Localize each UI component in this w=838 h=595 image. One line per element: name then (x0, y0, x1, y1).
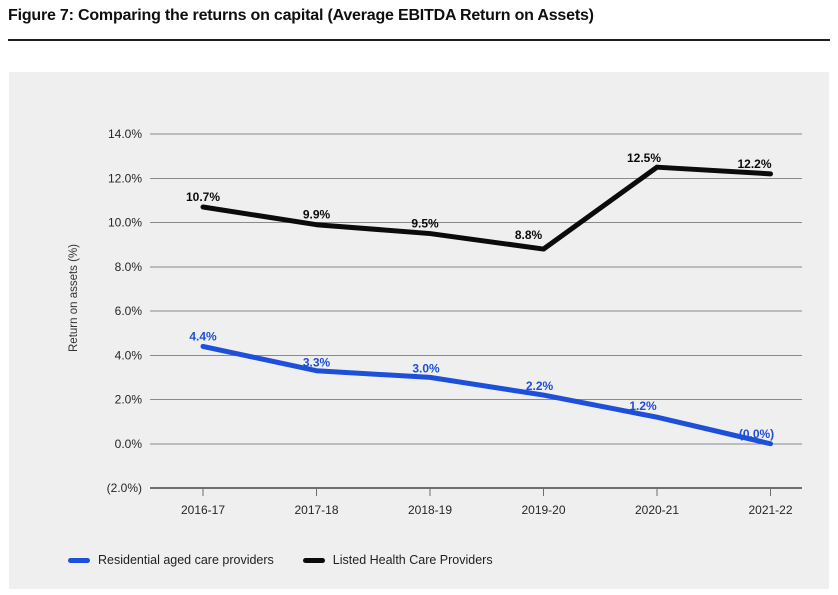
legend-label-residential: Residential aged care providers (98, 553, 274, 567)
data-label-residential: 3.0% (412, 361, 440, 375)
x-tick-label: 2021-22 (748, 503, 792, 517)
y-tick-label: (2.0%) (107, 481, 142, 495)
title-divider (8, 39, 830, 41)
data-label-listed: 10.7% (186, 190, 220, 204)
y-axis-title: Return on assets (%) (68, 243, 80, 353)
legend-item-listed: Listed Health Care Providers (302, 553, 493, 567)
y-tick-label: 6.0% (115, 304, 143, 318)
data-label-listed: 12.5% (627, 151, 661, 165)
series-line-listed (200, 164, 773, 252)
data-label-residential: (0.0%) (739, 427, 774, 441)
data-label-residential: 2.2% (526, 379, 554, 393)
data-label-listed: 9.9% (303, 208, 331, 222)
x-tick-label: 2018-19 (408, 503, 452, 517)
y-tick-label: 14.0% (108, 127, 142, 141)
y-tick-label: 2.0% (115, 393, 143, 407)
legend-swatch-residential-icon (68, 557, 90, 563)
legend-label-listed: Listed Health Care Providers (332, 553, 493, 567)
data-label-residential: 4.4% (189, 329, 217, 343)
legend-swatch-listed-icon (302, 557, 325, 563)
x-tick-label: 2020-21 (635, 503, 679, 517)
y-tick-label: 12.0% (108, 171, 142, 185)
y-tick-label: 0.0% (115, 437, 143, 451)
data-label-listed: 9.5% (411, 217, 439, 231)
legend: Residential aged care providers Listed H… (68, 553, 493, 567)
data-label-residential: 3.3% (303, 356, 331, 370)
x-tick-label: 2016-17 (181, 503, 225, 517)
x-tick-label: 2019-20 (521, 503, 565, 517)
x-tick-label: 2017-18 (294, 503, 338, 517)
figure-title: Figure 7: Comparing the returns on capit… (8, 7, 594, 24)
y-tick-label: 10.0% (108, 216, 142, 230)
data-label-residential: 1.2% (629, 399, 657, 413)
chart-canvas: 14.0% 12.0% 10.0% 8.0% 6.0% 4.0% 2.0% 0.0% (2.0%… (107, 127, 802, 517)
y-tick-label: 8.0% (115, 260, 143, 274)
y-tick-label: 4.0% (115, 348, 143, 362)
legend-item-residential: Residential aged care providers (68, 553, 274, 567)
chart-panel: 14.0% 12.0% 10.0% 8.0% 6.0% 4.0% 2.0% 0.0% (2.0%… (9, 72, 829, 589)
data-label-listed: 12.2% (737, 157, 771, 171)
series-line-residential (200, 343, 773, 447)
data-label-listed: 8.8% (515, 228, 543, 242)
